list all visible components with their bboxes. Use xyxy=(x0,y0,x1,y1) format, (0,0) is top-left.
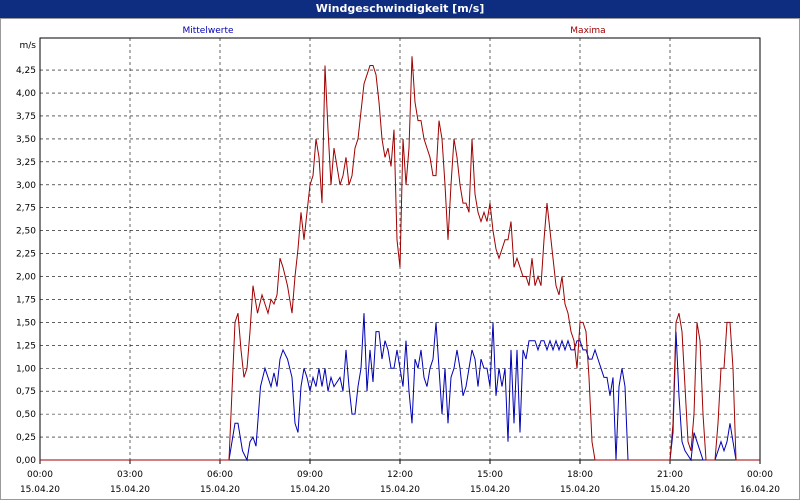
y-tick-label: 0,50 xyxy=(16,410,36,420)
y-tick-label: 2,25 xyxy=(16,250,36,260)
x-tick-label-time: 00:00 xyxy=(27,470,53,480)
x-tick-label-date: 15.04.20 xyxy=(560,485,600,495)
x-tick-label-time: 12:00 xyxy=(387,470,413,480)
y-tick-label: 2,75 xyxy=(16,204,36,214)
y-tick-label: 0,75 xyxy=(16,387,36,397)
y-tick-label: 3,50 xyxy=(16,135,36,145)
x-tick-label-time: 15:00 xyxy=(477,470,503,480)
x-tick-label-date: 15.04.20 xyxy=(110,485,150,495)
window-title: Windgeschwindigkeit [m/s] xyxy=(0,0,800,18)
y-tick-label: 1,00 xyxy=(16,364,36,374)
y-tick-label: 2,00 xyxy=(16,273,36,283)
y-tick-label: 1,25 xyxy=(16,341,36,351)
series-line-mittelwerte xyxy=(40,313,760,462)
series-line-maxima xyxy=(40,56,760,461)
x-tick-label-date: 15.04.20 xyxy=(20,485,60,495)
x-tick-label-time: 03:00 xyxy=(117,470,143,480)
y-tick-label: 3,75 xyxy=(16,112,36,122)
x-tick-label-date: 16.04.20 xyxy=(740,485,780,495)
x-tick-label-time: 06:00 xyxy=(207,470,233,480)
y-tick-label: 1,50 xyxy=(16,318,36,328)
y-tick-label: 3,25 xyxy=(16,158,36,168)
x-tick-label-time: 00:00 xyxy=(747,470,773,480)
x-tick-label-date: 15.04.20 xyxy=(470,485,510,495)
x-tick-label-time: 18:00 xyxy=(567,470,593,480)
x-tick-label-time: 21:00 xyxy=(657,470,683,480)
legend-entry-maxima: Maxima xyxy=(570,26,605,36)
y-tick-label: 0,25 xyxy=(16,433,36,443)
x-tick-label-date: 15.04.20 xyxy=(200,485,240,495)
y-tick-label: 1,75 xyxy=(16,295,36,305)
x-tick-label-date: 15.04.20 xyxy=(290,485,330,495)
x-tick-label-date: 15.04.20 xyxy=(650,485,690,495)
y-tick-label: 3,00 xyxy=(16,181,36,191)
x-tick-label-date: 15.04.20 xyxy=(380,485,420,495)
y-axis-label: m/s xyxy=(20,41,37,51)
x-tick-label-time: 09:00 xyxy=(297,470,323,480)
y-tick-label: 2,50 xyxy=(16,227,36,237)
legend-entry-mittelwerte: Mittelwerte xyxy=(182,26,233,36)
y-tick-label: 4,00 xyxy=(16,89,36,99)
y-tick-label: 4,25 xyxy=(16,66,36,76)
y-tick-label: 0,00 xyxy=(16,456,36,466)
plot-area-border xyxy=(39,37,761,461)
